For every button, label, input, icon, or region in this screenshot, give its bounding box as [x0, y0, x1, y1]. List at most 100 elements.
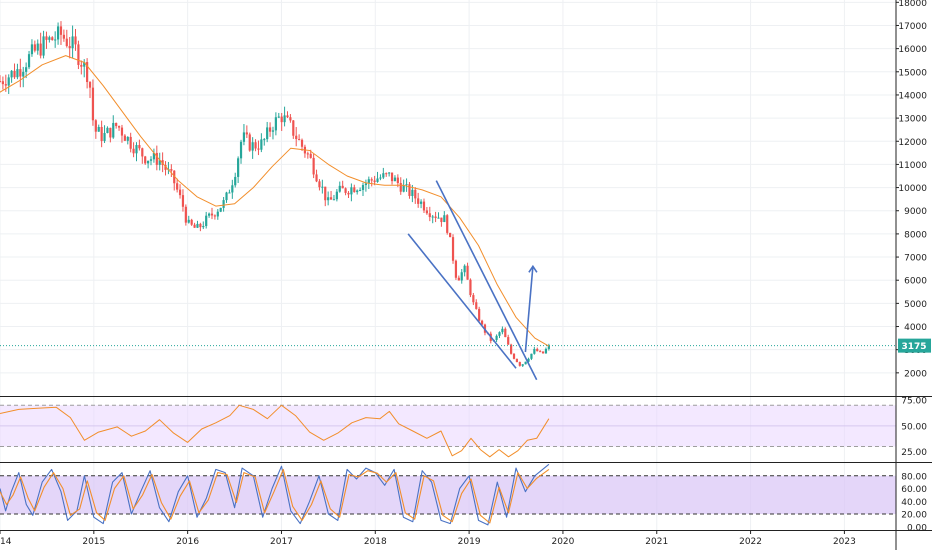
candle — [106, 126, 109, 134]
candle-body — [527, 358, 530, 362]
candle — [419, 199, 423, 209]
candle — [62, 29, 65, 42]
candle-body — [39, 43, 42, 56]
candle-body — [213, 215, 216, 217]
candle-body — [298, 139, 301, 141]
candle — [402, 179, 405, 193]
candle-body — [178, 189, 182, 196]
y-tick-label: 8000 — [904, 230, 927, 240]
candle — [390, 172, 394, 185]
candle-body — [475, 302, 478, 309]
candle — [501, 326, 504, 335]
candle-body — [77, 44, 80, 65]
y-tick-label: 15000 — [898, 68, 927, 78]
candle-body — [530, 353, 533, 359]
candle — [277, 112, 280, 119]
candle — [187, 215, 190, 224]
candle — [431, 214, 434, 224]
candle-body — [504, 328, 507, 338]
candle — [42, 30, 45, 59]
candle — [22, 66, 25, 88]
candle — [234, 172, 237, 188]
stoch-tick-label: 40.00 — [901, 498, 927, 508]
candle-body — [547, 345, 550, 349]
candle-body — [306, 153, 309, 155]
candle — [385, 172, 388, 177]
candle-body — [4, 84, 7, 86]
stoch-tick-label: 0.00 — [907, 523, 927, 533]
candle — [321, 179, 324, 194]
candle-body — [327, 197, 330, 201]
candle — [39, 32, 42, 59]
candle-body — [115, 122, 118, 127]
candle-body — [7, 77, 10, 86]
candle — [213, 214, 216, 220]
candle — [399, 177, 402, 195]
candle-body — [97, 126, 100, 132]
candle-body — [472, 295, 475, 303]
candle — [335, 189, 338, 202]
candle — [10, 70, 13, 83]
candle-body — [190, 219, 193, 225]
candle — [437, 212, 440, 219]
candle-body — [254, 142, 257, 149]
candle-body — [242, 132, 246, 142]
candle-body — [425, 210, 428, 214]
candle — [7, 74, 10, 94]
x-tick-label: 2016 — [176, 537, 199, 547]
trendline[interactable] — [435, 180, 538, 381]
candle — [239, 139, 243, 164]
candle-body — [318, 181, 321, 188]
grid-layer — [0, 0, 896, 530]
candle — [306, 151, 309, 159]
candle-body — [341, 185, 344, 189]
candle-body — [434, 216, 437, 219]
candle-body — [65, 38, 68, 47]
candle-body — [62, 34, 65, 39]
candle-body — [388, 172, 391, 174]
candle-body — [295, 135, 298, 140]
candle-body — [222, 200, 225, 208]
candle — [33, 40, 36, 53]
candle — [91, 79, 95, 126]
candle — [248, 132, 251, 152]
candle-body — [138, 145, 141, 149]
candle-body — [385, 173, 388, 175]
candle-body — [129, 136, 132, 149]
candle — [260, 133, 263, 153]
candle-body — [30, 44, 34, 55]
candle-body — [507, 337, 510, 345]
candle — [370, 177, 373, 187]
candle — [149, 156, 153, 166]
candle — [216, 209, 219, 220]
candle — [533, 346, 536, 355]
candle-body — [248, 134, 251, 151]
candle-body — [449, 232, 452, 238]
candle-body — [521, 364, 524, 366]
last-price-label: 3175 — [901, 342, 926, 352]
candle — [478, 306, 481, 322]
candle-body — [1, 81, 5, 85]
candle-body — [237, 158, 240, 177]
candle-body — [48, 37, 51, 40]
candle-body — [274, 117, 277, 131]
trendline[interactable] — [407, 233, 517, 369]
candle — [242, 124, 246, 146]
candle-body — [358, 189, 362, 191]
candle-body — [173, 170, 176, 184]
candle-body — [144, 156, 147, 164]
candle — [117, 125, 121, 131]
y-tick-label: 6000 — [904, 277, 927, 287]
arrow-shaft[interactable] — [524, 266, 534, 353]
candle — [364, 179, 368, 192]
candle-body — [56, 26, 60, 40]
candle-body — [393, 177, 397, 182]
candle — [225, 191, 228, 203]
moving-average-line — [0, 55, 550, 347]
candle-body — [422, 201, 426, 211]
candle-body — [396, 177, 399, 184]
